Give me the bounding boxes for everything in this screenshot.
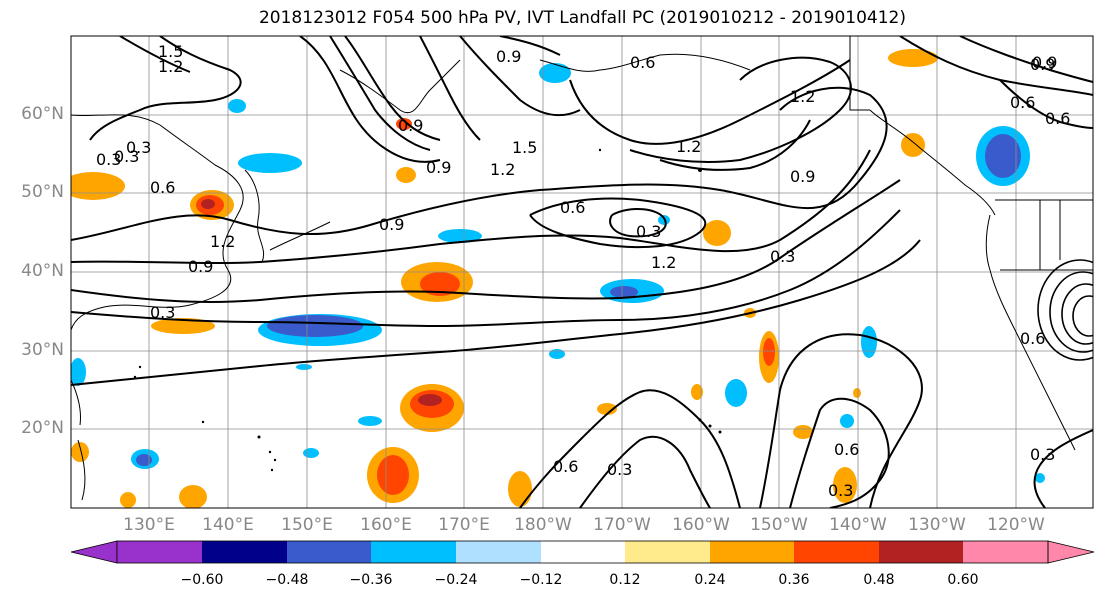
- contour-label: 1.2: [676, 137, 701, 156]
- contour-lines: [71, 36, 1093, 508]
- contour-label: 0.3: [96, 150, 121, 169]
- lat-label: 40°N: [21, 261, 64, 281]
- lat-label: 50°N: [21, 182, 64, 202]
- contour-label: 0.6: [150, 178, 175, 197]
- colorbar-outline: [116, 540, 1049, 564]
- colorbar-tick-label: 0.24: [694, 572, 726, 588]
- lon-label: 150°E: [281, 515, 333, 535]
- contour-label: 0.3: [828, 481, 853, 500]
- colorbar-bin: [710, 541, 794, 563]
- contour-value-labels: 1.5 1.2 0.9 0.6 0.3 0.9 1.2 1.5 0.6 0.9 …: [96, 42, 1070, 500]
- contour-label: 1.2: [790, 87, 815, 106]
- lon-label: 150°W: [750, 515, 808, 535]
- contour-label: 0.3: [1030, 445, 1055, 464]
- map-title: 2018123012 F054 500 hPa PV, IVT Landfall…: [258, 8, 906, 28]
- contour-label: 0.9: [426, 158, 451, 177]
- lat-label: 60°N: [21, 104, 64, 124]
- contour-label: 1.2: [210, 232, 235, 251]
- colorbar-tick-label: −0.60: [180, 572, 224, 588]
- contour-label: 0.6: [834, 440, 859, 459]
- lon-label: 130°W: [908, 515, 966, 535]
- lon-label: 170°E: [438, 515, 490, 535]
- contour-label: 0.6: [1045, 109, 1070, 128]
- colorbar-tick-label: −0.48: [265, 572, 309, 588]
- contour-label: 1.5: [512, 138, 537, 157]
- contour-label: 0.9: [496, 47, 521, 66]
- contour-label: 0.3: [150, 303, 175, 322]
- colorbar-tick-label: 0.48: [863, 572, 895, 588]
- contour-label: 0.6: [630, 53, 655, 72]
- contour-label: 0.9: [379, 215, 404, 234]
- lat-label: 30°N: [21, 340, 64, 360]
- contour-label: 1.5: [158, 42, 183, 61]
- colorbar-bin: [794, 541, 879, 563]
- colorbar-tick-label: 0.36: [778, 572, 810, 588]
- contour-label: 0.3: [114, 147, 139, 166]
- contour-label: 0.6: [1020, 329, 1045, 348]
- contour-label: 0.3: [607, 460, 632, 479]
- colorbar: [70, 540, 1095, 564]
- colorbar-tick-label: 0.60: [947, 572, 979, 588]
- gridlines: [71, 36, 1093, 508]
- colorbar-bin: [202, 541, 287, 563]
- lon-label: 180°W: [514, 515, 572, 535]
- lon-label: 140°E: [202, 515, 254, 535]
- lon-label: 130°E: [123, 515, 175, 535]
- colorbar-bin: [456, 541, 541, 563]
- colorbar-extend-max: [1047, 540, 1095, 564]
- colorbar-bin: [371, 541, 456, 563]
- colorbar-bin: [541, 541, 625, 563]
- contour-label: 0.6: [1010, 93, 1035, 112]
- contour-label: 0.6: [553, 457, 578, 476]
- colorbar-bin: [963, 541, 1048, 563]
- contour-label: 0.9: [398, 116, 423, 135]
- colorbar-extend-min: [70, 540, 118, 564]
- contour-label: 0.9: [790, 167, 815, 186]
- lon-label: 120°W: [987, 515, 1045, 535]
- contour-label: 0.9: [188, 257, 213, 276]
- colorbar-bin: [287, 541, 371, 563]
- colorbar-tick-label: −0.36: [349, 572, 393, 588]
- lon-label: 160°W: [672, 515, 730, 535]
- contour-label: 1.2: [651, 253, 676, 272]
- colorbar-bin: [117, 541, 202, 563]
- colorbar-tick-label: −0.24: [434, 572, 478, 588]
- colorbar-tick-label: −0.12: [519, 572, 563, 588]
- lon-label: 140°W: [829, 515, 887, 535]
- contour-label: 1.2: [158, 57, 183, 76]
- plot-frame: [70, 35, 1094, 509]
- colorbar-tick-label: 0.12: [609, 572, 641, 588]
- colorbar-bin: [879, 541, 963, 563]
- contour-label: 0.9: [1030, 55, 1055, 74]
- cutoff-low-contours: [1037, 259, 1093, 361]
- colorbar-bin: [625, 541, 710, 563]
- contour-label: 0.9: [1032, 53, 1057, 72]
- contour-label: 0.3: [770, 247, 795, 266]
- lon-label: 170°W: [593, 515, 651, 535]
- lat-label: 20°N: [21, 418, 64, 438]
- contour-label: 1.2: [490, 160, 515, 179]
- lon-label: 160°E: [360, 515, 412, 535]
- contour-label: 0.3: [636, 222, 661, 241]
- contour-label: 0.6: [560, 198, 585, 217]
- contour-label: 0.3: [126, 138, 151, 157]
